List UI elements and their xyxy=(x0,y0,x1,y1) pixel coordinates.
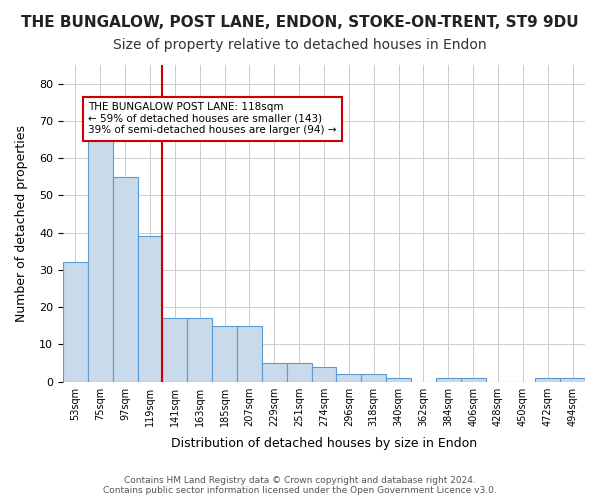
Text: THE BUNGALOW POST LANE: 118sqm
← 59% of detached houses are smaller (143)
39% of: THE BUNGALOW POST LANE: 118sqm ← 59% of … xyxy=(88,102,337,136)
Bar xyxy=(237,326,262,382)
Bar xyxy=(337,374,361,382)
Bar xyxy=(113,177,137,382)
Bar xyxy=(212,326,237,382)
Bar xyxy=(361,374,386,382)
Bar xyxy=(386,378,411,382)
Bar xyxy=(436,378,461,382)
Bar xyxy=(88,140,113,382)
Bar xyxy=(311,367,337,382)
Bar xyxy=(560,378,585,382)
Text: Contains HM Land Registry data © Crown copyright and database right 2024.
Contai: Contains HM Land Registry data © Crown c… xyxy=(103,476,497,495)
Bar xyxy=(63,262,88,382)
Text: Size of property relative to detached houses in Endon: Size of property relative to detached ho… xyxy=(113,38,487,52)
Bar xyxy=(535,378,560,382)
Bar xyxy=(187,318,212,382)
Bar xyxy=(163,318,187,382)
X-axis label: Distribution of detached houses by size in Endon: Distribution of detached houses by size … xyxy=(171,437,477,450)
Bar xyxy=(461,378,485,382)
Bar xyxy=(137,236,163,382)
Y-axis label: Number of detached properties: Number of detached properties xyxy=(15,125,28,322)
Bar xyxy=(287,363,311,382)
Text: THE BUNGALOW, POST LANE, ENDON, STOKE-ON-TRENT, ST9 9DU: THE BUNGALOW, POST LANE, ENDON, STOKE-ON… xyxy=(21,15,579,30)
Bar xyxy=(262,363,287,382)
